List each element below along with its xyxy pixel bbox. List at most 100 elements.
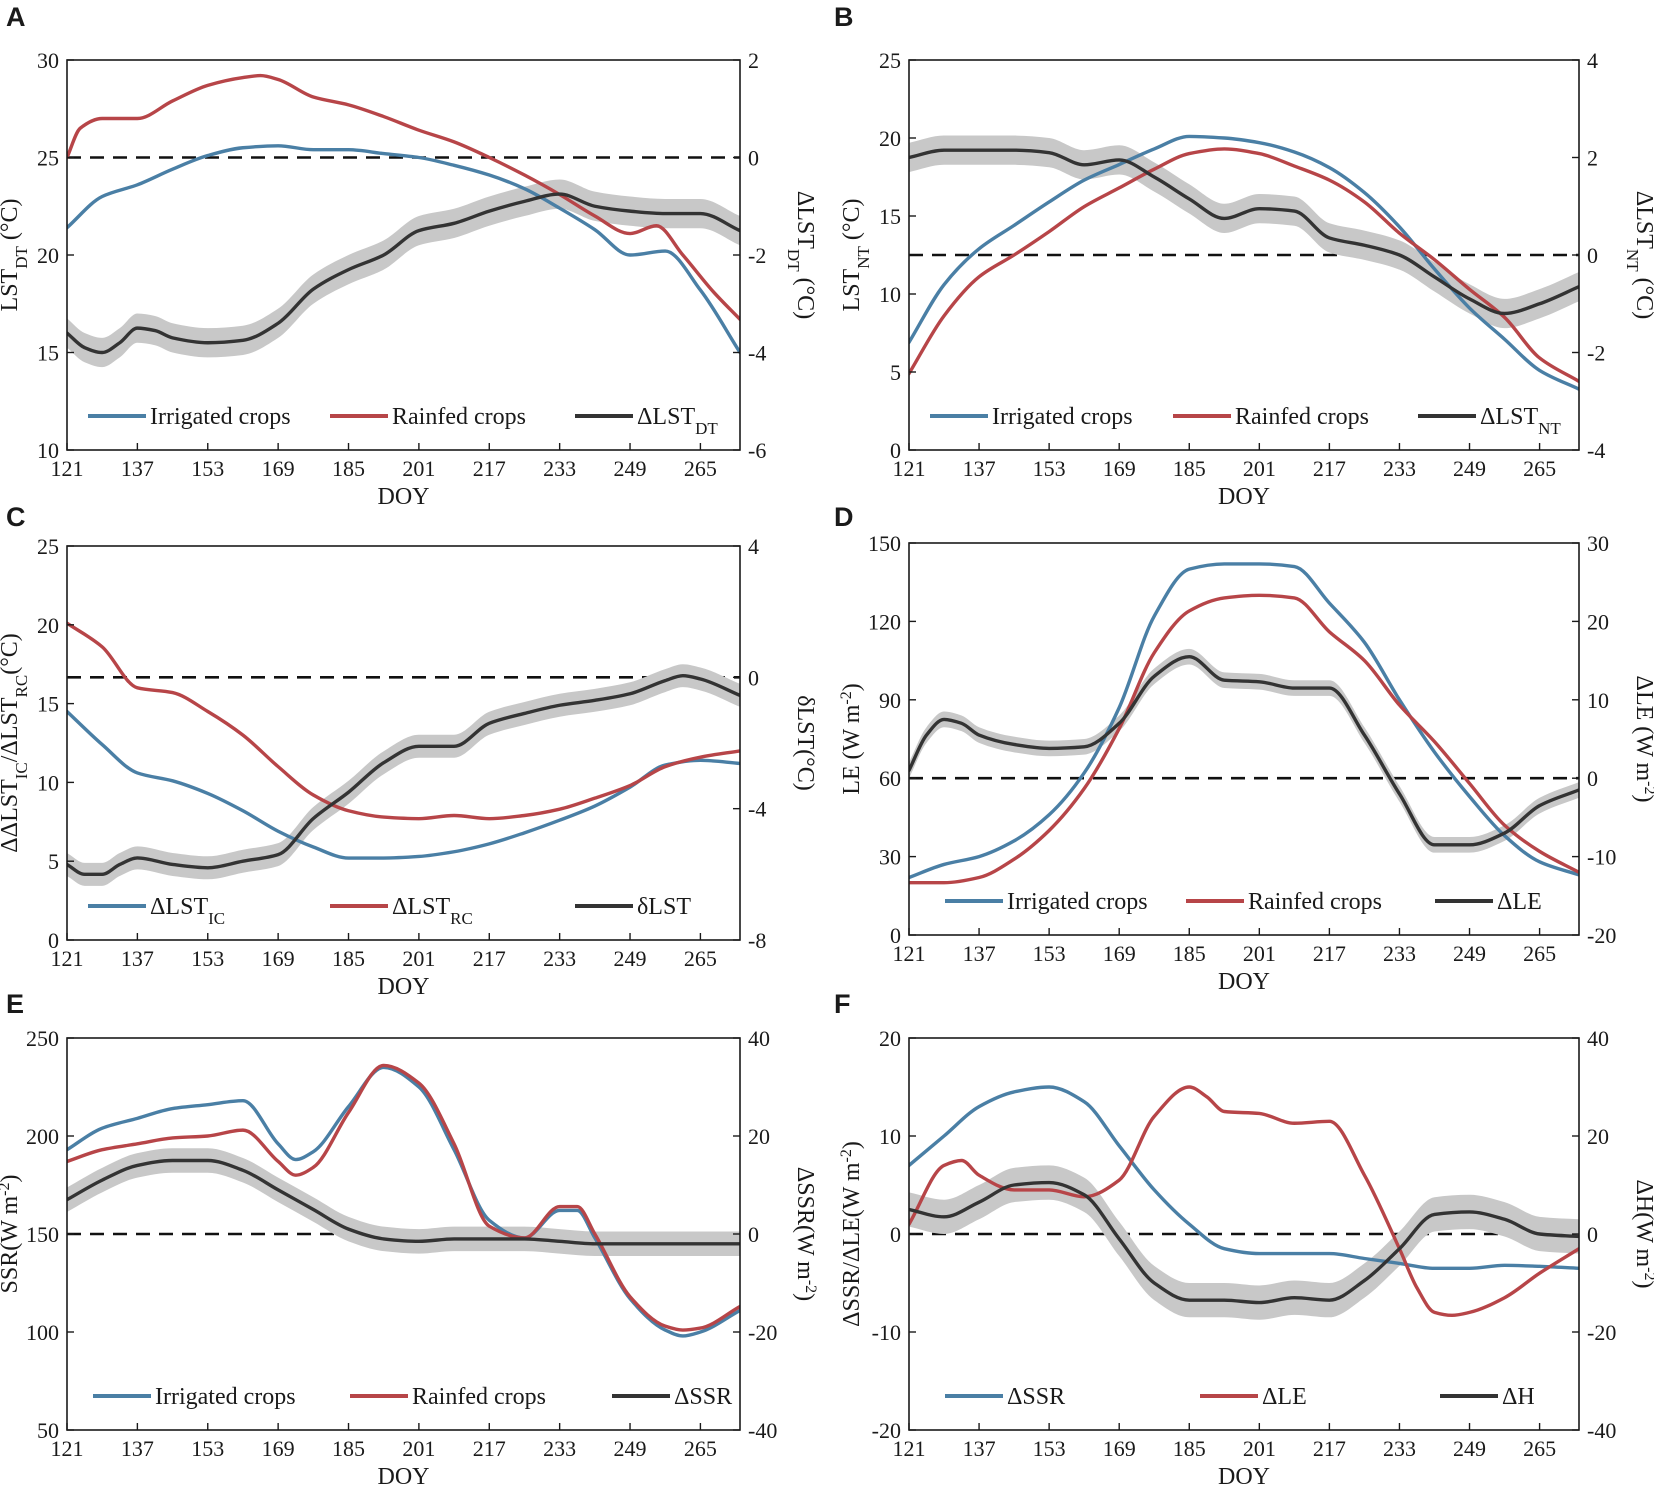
legend-item: Rainfed crops xyxy=(350,1384,546,1410)
x-tick-label: 201 xyxy=(402,946,435,971)
x-tick-label: 185 xyxy=(1173,456,1206,481)
series-line xyxy=(909,134,1579,391)
right-tick-label: 20 xyxy=(1587,1124,1609,1149)
left-tick-label: 10 xyxy=(879,282,901,307)
left-tick-label: -10 xyxy=(872,1320,901,1345)
series-line xyxy=(909,593,1579,885)
panel-e: E 121 137 153 169 185 201 217 233 249 265 DOY 50 100 1… xyxy=(0,989,820,1490)
left-axis-title: LSTNT (°C) xyxy=(839,199,873,312)
legend-item: Irrigated crops xyxy=(930,404,1133,430)
x-tick-label: 217 xyxy=(1313,1436,1346,1461)
x-tick-label: 201 xyxy=(1243,1436,1276,1461)
legend-label: ΔLSTDT xyxy=(637,404,718,438)
x-tick-label: 233 xyxy=(1383,456,1416,481)
legend-item: ΔLSTIC xyxy=(88,894,225,928)
series-line xyxy=(909,148,1579,316)
right-tick-label: -4 xyxy=(748,797,766,822)
legend-item: ΔSSR xyxy=(612,1384,732,1410)
legend-label: Rainfed crops xyxy=(1235,404,1369,430)
legend-item: ΔSSR xyxy=(945,1384,1065,1410)
right-axis-title: ΔLSTDT (°C) xyxy=(785,191,819,319)
x-tick-label: 265 xyxy=(684,1436,717,1461)
x-tick-label: 217 xyxy=(473,1436,506,1461)
x-tick-label: 121 xyxy=(51,1436,84,1461)
x-tick-label: 121 xyxy=(51,946,84,971)
left-tick-label: 60 xyxy=(879,766,901,791)
right-tick-label: -2 xyxy=(748,243,766,268)
x-tick-label: 169 xyxy=(262,456,295,481)
x-tick-label: 265 xyxy=(684,946,717,971)
right-tick-label: 30 xyxy=(1587,531,1609,556)
x-tick-label: 153 xyxy=(1033,941,1066,966)
right-axis-title: δLST(°C) xyxy=(792,695,818,791)
x-tick-label: 265 xyxy=(1523,941,1556,966)
right-tick-label: 0 xyxy=(748,146,759,171)
right-tick-label: -20 xyxy=(1587,1320,1616,1345)
left-tick-label: 90 xyxy=(879,688,901,713)
panel-letter: D xyxy=(834,502,854,532)
legend-label: Rainfed crops xyxy=(1248,889,1382,915)
series-line xyxy=(909,1180,1579,1305)
series-line xyxy=(67,73,740,322)
right-axis-title: ΔSSR(W m-2) xyxy=(792,1167,820,1301)
panel-c: C 121 137 153 169 185 201 217 233 249 265 DOY 0 5 10 15… xyxy=(0,502,818,1000)
x-tick-label: 217 xyxy=(473,946,506,971)
legend-item: Rainfed crops xyxy=(330,404,526,430)
x-tick-label: 137 xyxy=(963,1436,996,1461)
x-tick-label: 137 xyxy=(963,941,996,966)
x-tick-label: 201 xyxy=(402,1436,435,1461)
x-tick-label: 169 xyxy=(1103,456,1136,481)
right-axis-title: ΔH(W m-2) xyxy=(1631,1180,1654,1289)
right-tick-label: -20 xyxy=(1587,923,1616,948)
legend-label: Irrigated crops xyxy=(1007,889,1148,915)
left-tick-label: 20 xyxy=(37,613,59,638)
left-tick-label: 250 xyxy=(26,1026,59,1051)
right-tick-label: -8 xyxy=(748,928,766,953)
legend-item: Rainfed crops xyxy=(1173,404,1369,430)
right-tick-label: -4 xyxy=(748,341,766,366)
left-tick-label: 0 xyxy=(48,928,59,953)
plot-area xyxy=(67,73,740,368)
left-tick-label: 5 xyxy=(48,849,59,874)
x-tick-label: 121 xyxy=(893,941,926,966)
panel-f: F 121 137 153 169 185 201 217 233 249 265 DOY -20 -10… xyxy=(834,989,1654,1490)
left-tick-label: 20 xyxy=(879,126,901,151)
left-tick-label: -20 xyxy=(872,1418,901,1443)
legend-label: Irrigated crops xyxy=(150,404,291,430)
right-tick-label: -20 xyxy=(748,1320,777,1345)
left-tick-label: 5 xyxy=(890,360,901,385)
left-tick-label: 10 xyxy=(37,770,59,795)
legend-item: ΔLSTNT xyxy=(1418,404,1561,438)
left-axis-title: LSTDT (°C) xyxy=(0,199,31,312)
legend-item: ΔH xyxy=(1440,1384,1535,1410)
x-tick-label: 217 xyxy=(1313,941,1346,966)
series-line xyxy=(67,192,740,355)
x-tick-label: 153 xyxy=(191,946,224,971)
left-tick-label: 15 xyxy=(879,204,901,229)
x-tick-label: 153 xyxy=(1033,456,1066,481)
plot-area xyxy=(909,562,1579,885)
x-tick-label: 249 xyxy=(614,456,647,481)
panel-letter: F xyxy=(834,989,851,1019)
legend-item: ΔLSTDT xyxy=(575,404,718,438)
x-axis-title: DOY xyxy=(378,484,430,510)
right-tick-label: -4 xyxy=(1587,438,1605,463)
legend-label: Rainfed crops xyxy=(412,1384,546,1410)
x-tick-label: 265 xyxy=(684,456,717,481)
x-axis-title: DOY xyxy=(1218,1464,1270,1490)
x-axis-title: DOY xyxy=(378,974,430,1000)
x-tick-label: 169 xyxy=(262,946,295,971)
panel-letter: C xyxy=(6,502,26,532)
plot-area xyxy=(67,1063,740,1338)
x-tick-label: 249 xyxy=(614,946,647,971)
series-line xyxy=(909,147,1579,384)
right-tick-label: 4 xyxy=(1587,48,1598,73)
x-tick-label: 169 xyxy=(262,1436,295,1461)
legend-label: ΔLSTRC xyxy=(392,894,473,928)
legend-label: ΔLE xyxy=(1497,889,1542,915)
x-tick-label: 121 xyxy=(893,456,926,481)
panel-b: B 121 137 153 169 185 201 217 233 249 265 DOY 0 5 10 15… xyxy=(834,2,1654,510)
x-tick-label: 233 xyxy=(1383,1436,1416,1461)
panel-letter: E xyxy=(6,989,24,1019)
legend-label: δLST xyxy=(637,894,691,920)
